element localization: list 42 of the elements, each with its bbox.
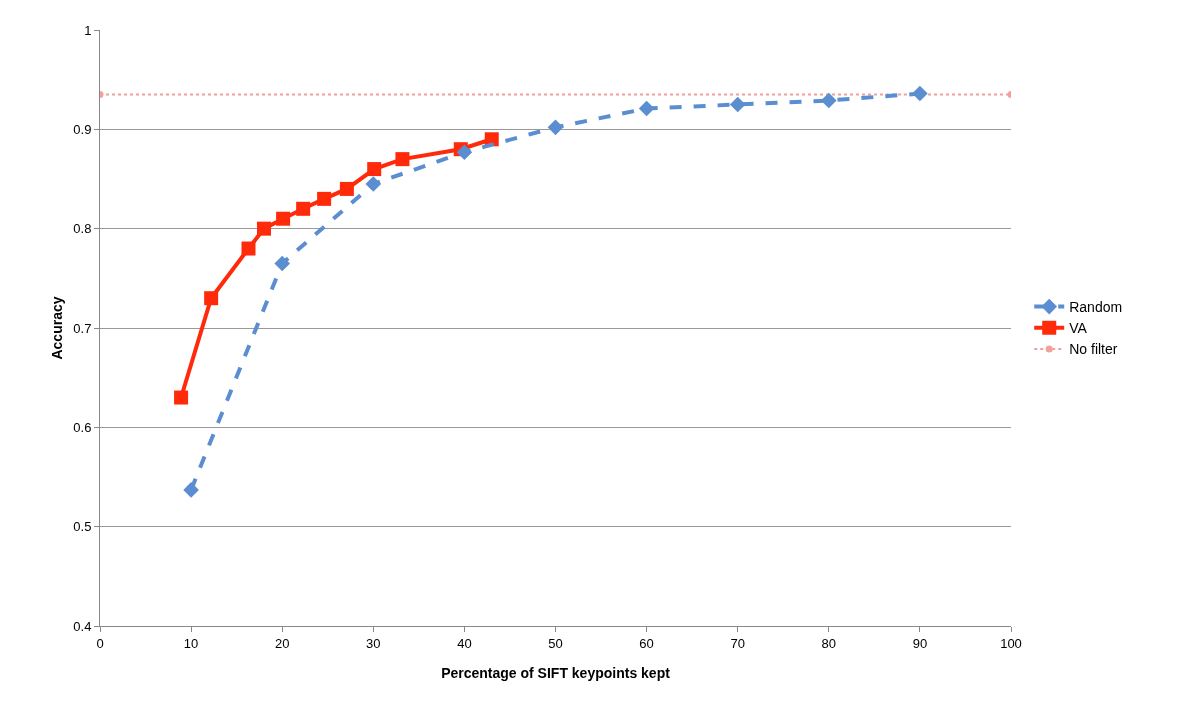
x-tick-label: 80 [821,635,837,651]
point [912,85,928,102]
point [821,92,837,109]
point [367,162,382,177]
point [241,241,256,256]
point [274,255,290,272]
x-tick-label: 90 [912,635,928,651]
x-tick-label: 50 [548,635,563,651]
x-tick-label: 60 [639,635,654,651]
point [276,211,291,226]
point [339,181,354,196]
point [174,390,189,405]
y-tick-label: 1 [84,22,92,38]
legend-label: VA [1069,320,1088,337]
y-tick-label: 0.9 [73,121,92,137]
x-tick-label: 70 [730,635,745,651]
y-tick-label: 0.8 [73,221,92,237]
x-tick-label: 20 [274,635,290,651]
y-tick-label: 0.4 [73,618,92,634]
point [204,291,219,306]
legend-label: No filter [1069,341,1118,358]
x-tick-label: 100 [1000,635,1022,651]
y-axis-title: Accuracy [49,296,65,360]
point [183,482,199,498]
x-axis-title: Percentage of SIFT keypoints kept [441,665,671,681]
point [256,221,271,236]
x-tick-label: 0 [96,635,104,651]
y-tick-label: 0.6 [73,419,92,435]
point [638,100,655,117]
legend-label: Random [1069,299,1123,316]
point [456,144,473,160]
x-tick-label: 40 [457,635,472,651]
point [729,96,746,113]
y-tick-label: 0.7 [73,320,92,336]
y-tick-label: 0.5 [73,519,92,535]
point [547,119,564,136]
x-tick-label: 30 [366,635,381,651]
point [317,191,332,206]
point [365,176,382,192]
point [296,201,311,216]
point [395,152,410,167]
x-tick-label: 10 [183,635,199,651]
